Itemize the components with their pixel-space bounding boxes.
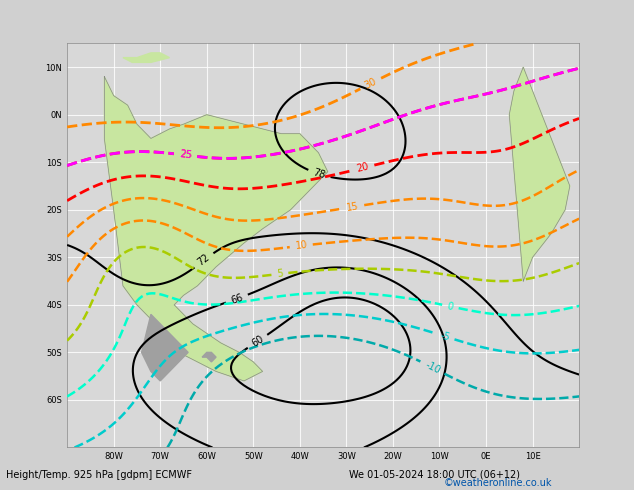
Text: 78: 78 (312, 168, 327, 181)
Polygon shape (105, 76, 328, 381)
Polygon shape (202, 352, 216, 362)
Text: 25: 25 (179, 149, 192, 161)
Text: 15: 15 (346, 201, 359, 213)
Text: 5: 5 (276, 269, 283, 279)
Text: Height/Temp. 925 hPa [gdpm] ECMWF: Height/Temp. 925 hPa [gdpm] ECMWF (6, 470, 192, 480)
Text: 0: 0 (446, 301, 455, 312)
Text: We 01-05-2024 18:00 UTC (06+12): We 01-05-2024 18:00 UTC (06+12) (349, 470, 520, 480)
Text: ©weatheronline.co.uk: ©weatheronline.co.uk (444, 478, 552, 488)
Text: 60: 60 (250, 334, 266, 349)
Text: 20: 20 (356, 162, 370, 174)
Text: 25: 25 (179, 149, 192, 161)
Polygon shape (123, 53, 169, 62)
Text: -10: -10 (423, 360, 442, 375)
Text: -5: -5 (439, 330, 451, 343)
Polygon shape (141, 315, 188, 381)
Polygon shape (509, 67, 570, 281)
Text: 72: 72 (196, 253, 212, 268)
Text: 66: 66 (230, 292, 244, 305)
Text: 30: 30 (363, 76, 378, 91)
Text: 10: 10 (295, 240, 308, 251)
